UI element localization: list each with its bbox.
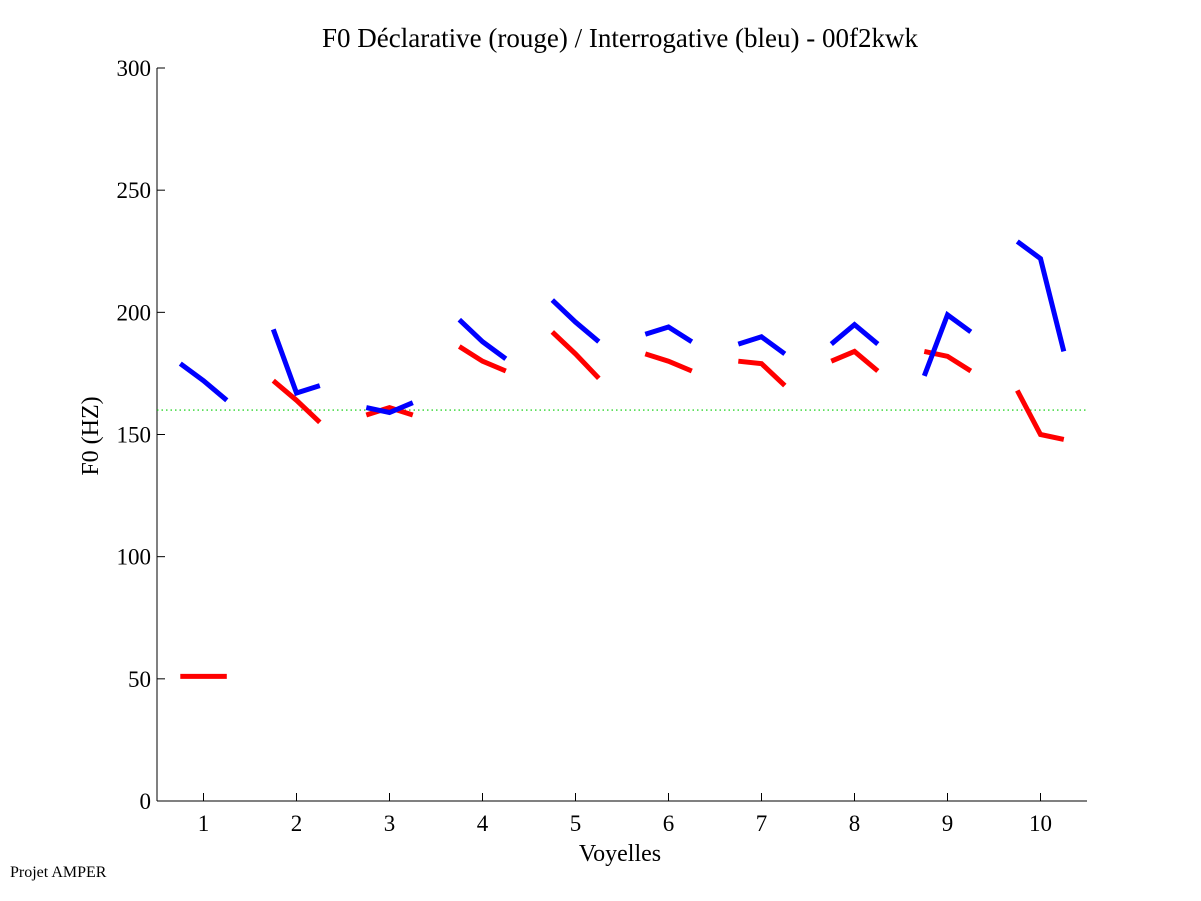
x-tick-label: 1: [198, 811, 210, 836]
plot-area: 0 50 100 150 200 250 300 1 2 3 4 5 6 7 8 9 10: [117, 56, 1087, 836]
x-axis-label: Voyelles: [579, 841, 661, 867]
x-tick-label: 4: [477, 811, 489, 836]
x-tick-label: 7: [756, 811, 768, 836]
series-d-clarative-vowel-7: [738, 358, 787, 388]
series-interrogative-vowel-2: [270, 328, 321, 397]
y-tick-label: 100: [117, 545, 152, 570]
series-interrogative-vowel-6: [644, 324, 694, 344]
series-interrogative-vowel-1: [178, 361, 229, 403]
x-tick-label: 3: [384, 811, 396, 836]
series-d-clarative-vowel-6: [644, 351, 693, 374]
x-tick-label: 2: [291, 811, 303, 836]
chart-title: F0 Déclarative (rouge) / Interrogative (…: [322, 23, 919, 53]
series-interrogative-vowel-4: [457, 317, 508, 361]
x-tick-label: 9: [942, 811, 954, 836]
series-interrogative-vowel-3: [365, 400, 414, 416]
y-tick-label: 300: [117, 56, 152, 81]
series-d-clarative-vowel-8: [830, 348, 880, 373]
series-d-clarative-vowel-2: [271, 378, 322, 425]
x-tick-label: 8: [849, 811, 861, 836]
series-interrogative-vowel-5: [550, 298, 601, 344]
series-d-clarative-vowel-10: [1015, 389, 1065, 442]
series-interrogative-vowel-9: [921, 310, 973, 377]
series-d-clarative-vowel-4: [457, 344, 507, 374]
y-axis-label: F0 (HZ): [78, 396, 104, 475]
y-tick-label: 200: [117, 300, 152, 325]
series-d-clarative-vowel-3: [365, 404, 414, 418]
x-tick-label: 5: [570, 811, 582, 836]
y-tick-label: 150: [117, 423, 152, 448]
series-interrogative-vowel-10: [1015, 239, 1067, 353]
series-d-clarative-vowel-5: [550, 330, 601, 381]
series-interrogative-vowel-7: [737, 334, 787, 356]
y-tick-label: 0: [140, 789, 152, 814]
y-tick-label: 250: [117, 178, 152, 203]
y-tick-label: 50: [128, 667, 151, 692]
x-tick-label: 10: [1029, 811, 1052, 836]
x-tick-label: 6: [663, 811, 675, 836]
series-interrogative-vowel-8: [829, 321, 880, 347]
credit-label: Projet AMPER: [10, 864, 107, 881]
